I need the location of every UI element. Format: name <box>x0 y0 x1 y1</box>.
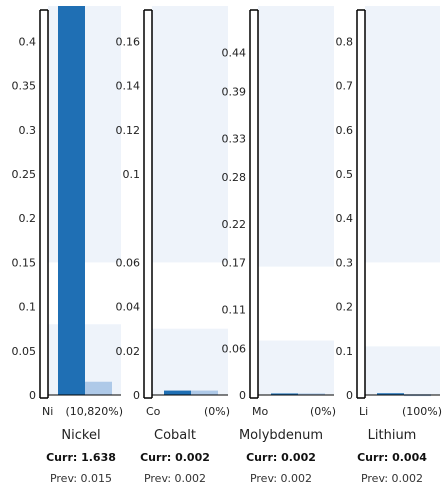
y-tick-label: 0.33 <box>222 132 247 145</box>
x-label-symbol: Co <box>146 405 161 418</box>
y-tick-label: 0.39 <box>222 86 247 99</box>
range-band-0 <box>258 340 334 395</box>
y-tick-label: 0.35 <box>12 80 37 93</box>
chart-name-cobalt: Cobalt <box>154 428 196 443</box>
y-tick-label: 0.3 <box>19 124 37 137</box>
range-band-0 <box>152 328 228 395</box>
y-tick-label: 0.22 <box>222 218 247 231</box>
y-tick-label: 0.12 <box>116 124 141 137</box>
y-tick-label: 0.4 <box>19 35 37 48</box>
y-tick-label: 0.2 <box>336 301 354 314</box>
chart-name-nickel: Nickel <box>61 428 101 443</box>
y-tick-label: 0.17 <box>222 257 247 270</box>
y-tick-label: 0.1 <box>123 168 141 181</box>
y-tick-label: 0.04 <box>116 301 141 314</box>
y-tick-label: 0.05 <box>12 345 37 358</box>
curr-value-lithium: Curr: 0.004 <box>357 451 427 464</box>
y-tick-label: 0.28 <box>222 171 247 184</box>
chart-lithium: 0 0.1 0.2 0.3 0.4 0.5 0.6 0.7 0.8 Li (100%) <box>336 6 442 418</box>
x-label-symbol: Li <box>359 405 368 418</box>
y-tick-label: 0.6 <box>336 124 354 137</box>
chart-nickel: 0 0.05 0.1 0.15 0.2 0.25 0.3 0.35 0.4 Ni (10,820%) <box>12 6 123 418</box>
y-tick-label: 0.06 <box>222 342 247 355</box>
prev-value-lithium: Prev: 0.002 <box>360 472 424 485</box>
y-tick-label: 0.44 <box>222 47 247 60</box>
y-tick-label: 0.14 <box>116 80 141 93</box>
chart-name-lithium: Lithium <box>367 428 417 443</box>
prev-value-nickel: Prev: 0.015 <box>49 472 113 485</box>
curr-value-cobalt: Curr: 0.002 <box>140 451 210 464</box>
y-tick-label: 0 <box>346 389 353 402</box>
bar-previous-cobalt <box>191 390 218 395</box>
bar-current-molybdenum <box>271 393 298 396</box>
y-tick-label: 0.5 <box>336 168 354 181</box>
x-label-change: (0%) <box>204 405 230 418</box>
y-tick-label: 0.4 <box>336 212 354 225</box>
y-tick-label: 0 <box>239 389 246 402</box>
x-label-symbol: Mo <box>252 405 268 418</box>
chart-molybdenum: 0 0.06 0.11 0.17 0.22 0.28 0.33 0.39 0.44 Mo (0%) <box>222 6 336 418</box>
range-band-1 <box>152 6 228 263</box>
range-band-1 <box>365 6 440 263</box>
bar-current-cobalt <box>164 390 191 395</box>
y-tick-label: 0 <box>133 389 140 402</box>
y-tick-label: 0.02 <box>116 345 141 358</box>
prev-value-molybdenum: Prev: 0.002 <box>249 472 313 485</box>
y-tick-label: 0.8 <box>336 35 354 48</box>
y-tick-label: 0.06 <box>116 256 141 269</box>
curr-value-molybdenum: Curr: 0.002 <box>246 451 316 464</box>
x-label-symbol: Ni <box>42 405 53 418</box>
y-tick-label: 0.25 <box>12 168 37 181</box>
prev-value-cobalt: Prev: 0.002 <box>143 472 207 485</box>
y-tick-label: 0 <box>29 389 36 402</box>
y-tick-label: 0.15 <box>12 256 37 269</box>
y-tick-label: 0.1 <box>336 345 354 358</box>
bar-current-lithium <box>377 393 404 396</box>
curr-value-nickel: Curr: 1.638 <box>46 451 116 464</box>
chart-cobalt: 0 0.02 0.04 0.06 0.1 0.12 0.14 0.16 Co (0%) <box>116 6 230 418</box>
bar-previous-molybdenum <box>298 393 325 396</box>
y-tick-label: 0.7 <box>336 80 354 93</box>
x-label-change: (10,820%) <box>65 405 123 418</box>
y-tick-label: 0.11 <box>222 303 247 316</box>
y-tick-label: 0.1 <box>19 301 37 314</box>
x-label-change: (0%) <box>310 405 336 418</box>
range-band-1 <box>258 6 334 267</box>
range-band-0 <box>365 346 440 395</box>
y-tick-label: 0.2 <box>19 212 37 225</box>
chart-name-molybdenum: Molybdenum <box>238 428 324 443</box>
y-tick-label: 0.16 <box>116 35 141 48</box>
y-tick-label: 0.3 <box>336 256 354 269</box>
x-label-change: (100%) <box>402 405 442 418</box>
bar-previous-nickel <box>85 381 112 395</box>
bar-current-nickel <box>58 6 85 395</box>
